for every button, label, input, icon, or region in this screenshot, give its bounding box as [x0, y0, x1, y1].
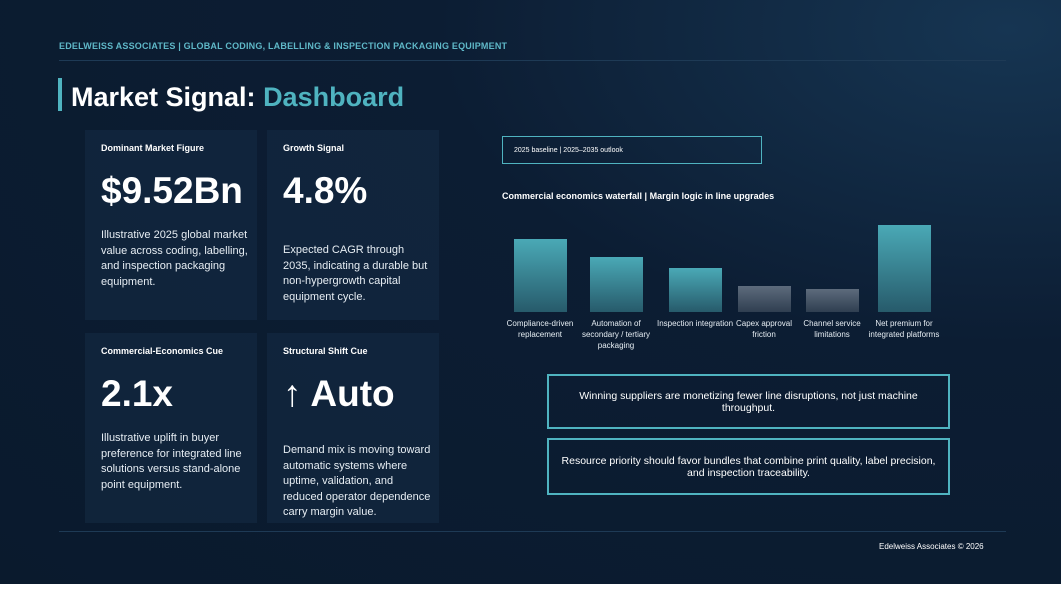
callout: Resource priority should favor bundles t… — [547, 438, 950, 495]
bar — [877, 225, 931, 312]
category-label: Compliance-driven replacement — [506, 319, 574, 339]
chart-title: Commercial economics waterfall | Margin … — [502, 191, 775, 201]
bar — [805, 289, 859, 312]
card-description: Demand mix is moving toward automatic sy… — [283, 444, 431, 518]
card-label: Commercial-Economics Cue — [101, 346, 224, 356]
header: EDELWEISS ASSOCIATES | GLOBAL CODING, LA… — [59, 41, 508, 51]
category-label: Inspection integration — [656, 319, 734, 328]
kpi-card: Dominant Market Figure $9.52Bn Illustrativ… — [85, 130, 257, 320]
bar — [668, 268, 722, 312]
card-label: Growth Signal — [283, 143, 345, 153]
bar — [513, 239, 567, 312]
bar — [737, 286, 791, 312]
kpi-card: Structural Shift Cue ↑ Auto Demand mix is … — [267, 333, 439, 523]
card-figure: $9.52Bn — [101, 170, 243, 211]
callout: Winning suppliers are monetizing fewer l… — [547, 374, 950, 429]
card-description: Illustrative uplift in buyer preference … — [101, 432, 242, 491]
card-figure: 4.8% — [283, 170, 368, 211]
card-label: Structural Shift Cue — [283, 346, 368, 356]
divider — [59, 60, 1006, 61]
kpi-card: Commercial-Economics Cue 2.1x Illustrative… — [85, 333, 257, 523]
footer-divider — [59, 531, 1006, 532]
footer: Edelweiss Associates © 2026 — [879, 542, 984, 551]
card-figure: 2.1x — [101, 373, 174, 414]
card-label: Dominant Market Figure — [101, 143, 205, 153]
title-prefix: Market Signal: — [71, 82, 256, 112]
bar — [589, 257, 643, 312]
category-label: Channel service limitations — [803, 319, 861, 339]
card-description: Expected CAGR through 2035, indicating a… — [283, 244, 428, 303]
kpi-card: Growth Signal 4.8% Expected CAGR through 2… — [267, 130, 439, 320]
title: Market Signal: Dashboard — [71, 82, 404, 113]
card-description: Illustrative 2025 global market value ac… — [101, 229, 248, 288]
card-figure: ↑ Auto — [283, 373, 395, 414]
title-highlight: Dashboard — [263, 82, 405, 112]
title-accent — [58, 78, 62, 111]
category-label: Automation of secondary / tertiary packa… — [581, 319, 651, 350]
category-label: Capex approval friction — [735, 319, 793, 339]
chart-annotation: 2025 baseline | 2025–2035 outlook — [502, 136, 762, 164]
category-label: Net premium for integrated platforms — [868, 319, 940, 339]
